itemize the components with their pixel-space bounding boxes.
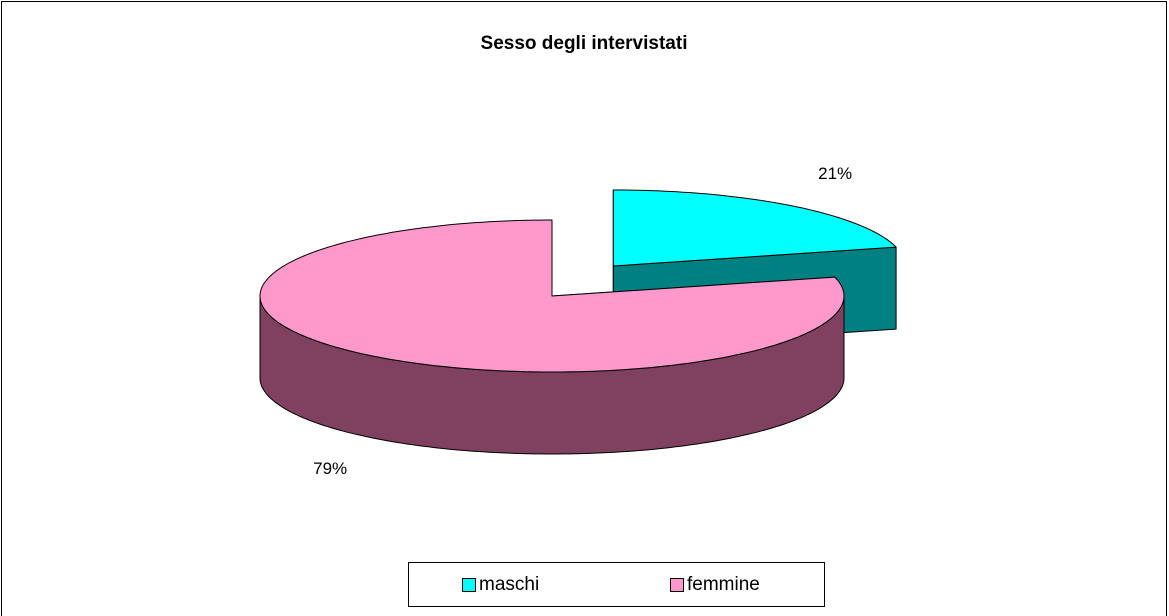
chart-title: Sesso degli intervistati	[481, 33, 688, 54]
legend-label: femmine	[687, 574, 760, 595]
slice	[259, 219, 845, 373]
slice	[612, 189, 897, 267]
legend-label: maschi	[479, 574, 539, 595]
data-label: 79%	[313, 459, 347, 478]
data-label: 21%	[818, 164, 852, 183]
legend	[408, 562, 825, 607]
legend-swatch	[462, 578, 476, 592]
legend-swatch	[670, 578, 684, 592]
